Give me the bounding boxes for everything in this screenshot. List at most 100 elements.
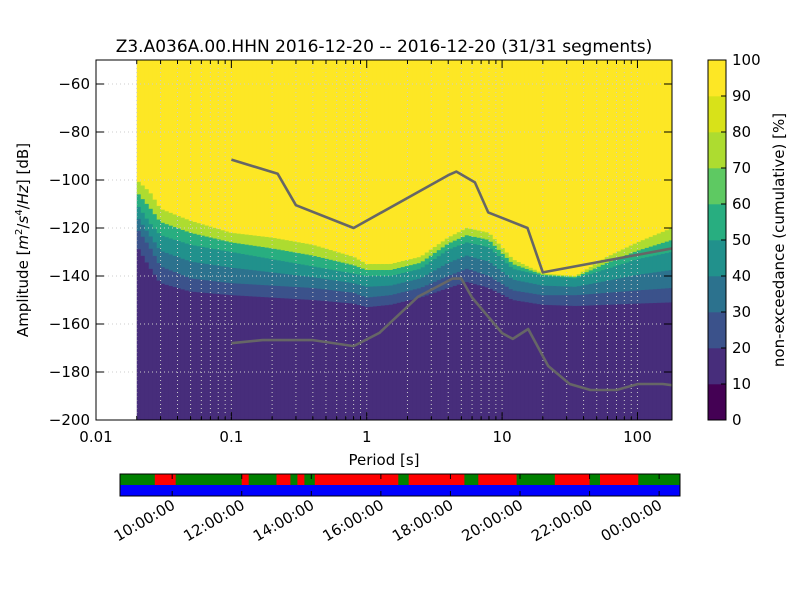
heatmap-cell: [472, 60, 478, 231]
heatmap-cell: [580, 274, 586, 277]
heatmap-cell: [496, 243, 502, 251]
heatmap-cell: [296, 263, 302, 277]
heatmap-cell: [624, 247, 630, 256]
heatmap-cell: [500, 259, 506, 273]
heatmap-cell: [376, 286, 382, 297]
heatmap-cell: [416, 257, 422, 264]
heatmap-cell: [296, 287, 302, 300]
heatmap-cell: [488, 262, 494, 278]
heatmap-cell: [332, 301, 338, 420]
heatmap-cell: [424, 60, 430, 254]
heatmap-cell: [524, 302, 530, 420]
heatmap-cell: [236, 268, 242, 285]
heatmap-cell: [424, 295, 430, 420]
heatmap-cell: [264, 271, 270, 286]
heatmap-cell: [432, 60, 438, 248]
heatmap-cell: [332, 280, 338, 292]
heatmap-cell: [540, 60, 546, 275]
heatmap-cell: [608, 292, 614, 306]
heatmap-cell: [644, 273, 650, 291]
heatmap-cell: [468, 283, 474, 420]
heatmap-cell: [192, 233, 198, 247]
heatmap-cell: [612, 266, 618, 280]
heatmap-cell: [424, 252, 430, 260]
heatmap-cell: [304, 265, 310, 277]
heatmap-cell: [308, 60, 314, 245]
heatmap-cell: [364, 307, 370, 420]
heatmap-cell: [560, 276, 566, 278]
heatmap-cell: [492, 245, 498, 253]
heatmap-cell: [524, 272, 530, 283]
heatmap-cell: [364, 276, 370, 288]
heatmap-cell: [440, 241, 446, 248]
heatmap-cell: [224, 231, 230, 242]
heatmap-cell: [480, 245, 486, 261]
heatmap-cell: [196, 279, 202, 293]
colorbar-segment: [708, 204, 726, 241]
heatmap-cell: [156, 263, 162, 282]
heatmap-cell: [136, 194, 142, 208]
heatmap-cell: [612, 292, 618, 305]
heatmap-cell: [392, 263, 398, 270]
heatmap-cell: [300, 299, 306, 420]
heatmap-cell: [168, 60, 174, 214]
heatmap-cell: [620, 249, 626, 258]
heatmap-cell: [368, 286, 374, 298]
heatmap-cell: [396, 293, 402, 304]
heatmap-cell: [144, 230, 150, 244]
heatmap-cell: [636, 241, 642, 251]
heatmap-cell: [152, 60, 158, 201]
colorbar-label: non-exceedance (cumulative) [%]: [770, 113, 788, 367]
heatmap-cell: [548, 274, 554, 276]
colorbar-tick-label: 50: [732, 231, 751, 249]
heatmap-cell: [148, 224, 154, 237]
heatmap-cell: [248, 284, 254, 297]
x-tick-label: 1: [362, 428, 372, 446]
heatmap-cell: [308, 276, 314, 289]
heatmap-cell: [268, 272, 274, 287]
heatmap-cell: [364, 297, 370, 308]
heatmap-cell: [340, 253, 346, 264]
heatmap-cell: [400, 292, 406, 303]
heatmap-cell: [640, 290, 646, 304]
x-tick-label: 0.1: [219, 428, 243, 446]
heatmap-cell: [276, 260, 282, 274]
heatmap-cell: [196, 60, 202, 224]
heatmap-cell: [404, 260, 410, 267]
heatmap-cell: [324, 258, 330, 270]
heatmap-cell: [512, 264, 518, 270]
heatmap-cell: [320, 289, 326, 302]
heatmap-cell: [264, 285, 270, 298]
heatmap-cell: [596, 262, 602, 268]
heatmap-cell: [340, 281, 346, 293]
heatmap-cell: [320, 278, 326, 290]
heatmap-cell: [588, 270, 594, 275]
heatmap-cell: [648, 272, 654, 290]
heatmap-cell: [276, 238, 282, 251]
heatmap-cell: [312, 256, 318, 268]
heatmap-cell: [160, 235, 166, 253]
heatmap-cell: [300, 264, 306, 277]
heatmap-cell: [272, 238, 278, 250]
heatmap-cell: [300, 276, 306, 288]
heatmap-cell: [452, 273, 458, 287]
heatmap-cell: [500, 253, 506, 261]
heatmap-cell: [260, 257, 266, 272]
plot-frame: [95, 59, 673, 421]
heatmap-cell: [256, 296, 262, 420]
heatmap-cell: [408, 280, 414, 291]
heatmap-cell: [328, 290, 334, 303]
y-tick-label: −60: [58, 75, 90, 93]
heatmap-cell: [504, 275, 510, 288]
heatmap-cell: [380, 60, 386, 265]
heatmap-cell: [292, 241, 298, 253]
heatmap-cell: [160, 283, 166, 420]
heatmap-cell: [300, 60, 306, 244]
heatmap-cell: [504, 296, 510, 420]
heatmap-cell: [160, 60, 166, 211]
heatmap-cell: [660, 302, 666, 420]
heatmap-cell: [280, 60, 286, 240]
heatmap-cell: [548, 295, 554, 306]
heatmap-cell: [348, 303, 354, 420]
heatmap-cell: [352, 265, 358, 275]
